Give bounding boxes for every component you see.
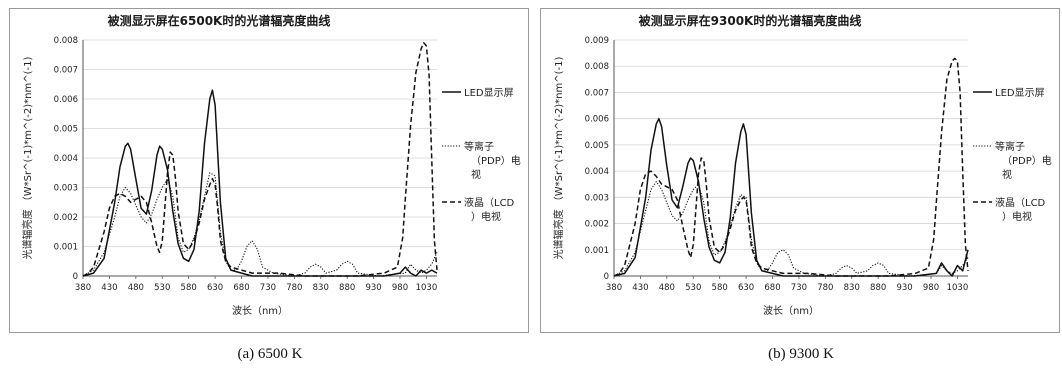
x-tick-label: 680 [764,283,780,293]
chart-title: 被测显示屏在9300K时的光谱辐亮度曲线 [638,14,862,28]
x-tick-label: 780 [817,283,833,293]
spectrum-chart-a: 0 0.001 0.002 0.003 0.004 0.005 0.006 0.007 0.00… [21,36,521,317]
y-axis-title: 光谱辐亮度 （W*Sr^(-1)*m^(-2)*nm^(-1) [21,57,34,260]
series-line [613,181,969,277]
x-tick-label: 730 [791,283,807,293]
y-tick-label: 0.002 [585,220,609,230]
legend-label: 等离子（PDP）电视 [995,140,1052,181]
y-tick-label: 0.003 [54,184,78,194]
y-axis-title: 光谱辐亮度 （W*Sr^(-1)*m^(-2)*nm^(-1) [552,57,565,260]
y-tick-label: 0.003 [585,193,609,203]
series-line [82,89,438,277]
y-tick-label: 0.008 [54,36,78,46]
spectrum-chart-b: 0 0.001 0.002 0.003 0.004 0.005 0.006 0.007 0.00… [552,36,1052,317]
x-tick-label: 1030 [947,283,969,293]
x-tick-label: 830 [313,283,329,293]
y-tick-label: 0.004 [54,154,78,164]
x-tick-label: 1030 [416,283,438,293]
y-tick-label: 0.005 [54,125,78,135]
legend-label: 液晶（LCD ）电视 [464,196,515,223]
y-tick-label: 0.006 [585,115,609,125]
x-tick-label: 630 [738,283,754,293]
y-tick-label: 0 [73,272,78,282]
x-tick-label: 480 [128,283,144,293]
x-tick-label: 430 [101,283,117,293]
y-tick-label: 0.001 [585,246,609,256]
chart-panel-a: 被测显示屏在6500K时的光谱辐亮度曲线 0 0.001 0.002 0.003 0.0… [9,0,531,369]
chart-caption: (a) 6500 K [237,346,303,362]
x-axis-title: 波长（nm） [232,304,288,317]
series-line [82,42,438,277]
chart-title: 被测显示屏在6500K时的光谱辐亮度曲线 [107,14,331,28]
x-tick-label: 430 [632,283,648,293]
y-tick-label: 0 [604,272,609,282]
y-tick-label: 0.001 [54,243,78,253]
chart-frame [540,8,1060,333]
x-tick-label: 980 [923,283,939,293]
x-tick-label: 680 [233,283,249,293]
x-tick-label: 530 [685,283,701,293]
legend-label: LED显示屏 [464,87,514,99]
x-tick-label: 880 [339,283,355,293]
y-tick-label: 0.008 [585,62,609,72]
x-tick-label: 630 [207,283,223,293]
x-tick-label: 780 [286,283,302,293]
y-tick-label: 0.006 [54,95,78,105]
chart-panel-b: 被测显示屏在9300K时的光谱辐亮度曲线 0 0.001 0.002 0.003 0.0… [540,0,1062,369]
chart-frame [9,8,529,333]
y-tick-label: 0.005 [585,141,609,151]
x-tick-label: 380 [75,283,91,293]
x-tick-label: 930 [896,283,912,293]
y-tick-label: 0.007 [54,66,78,76]
legend-label: 等离子（PDP）电视 [464,140,521,181]
x-tick-label: 930 [365,283,381,293]
x-tick-label: 580 [712,283,728,293]
y-tick-label: 0.009 [585,36,609,46]
series-line [613,57,969,277]
legend-label: LED显示屏 [995,87,1045,99]
x-tick-label: 730 [260,283,276,293]
x-tick-label: 980 [392,283,408,293]
y-tick-label: 0.004 [585,167,609,177]
series-line [82,172,438,277]
x-tick-label: 380 [606,283,622,293]
x-tick-label: 580 [181,283,197,293]
x-tick-label: 830 [844,283,860,293]
y-tick-label: 0.007 [585,88,609,98]
legend-label: 液晶（LCD ）电视 [995,196,1046,223]
y-tick-label: 0.002 [54,213,78,223]
chart-caption: (b) 9300 K [768,346,834,362]
x-tick-label: 880 [870,283,886,293]
x-tick-label: 530 [154,283,170,293]
x-axis-title: 波长（nm） [763,304,819,317]
x-tick-label: 480 [659,283,675,293]
